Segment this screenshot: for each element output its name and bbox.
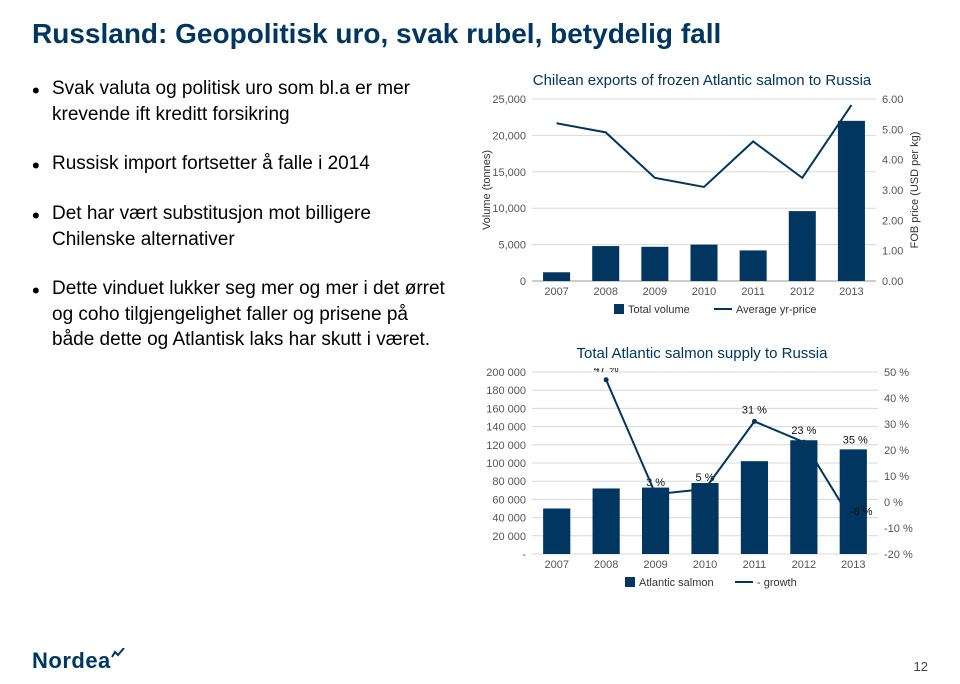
svg-text:2007: 2007 <box>544 286 568 298</box>
bullet-1: Russisk import fortsetter å falle i 2014 <box>32 151 448 177</box>
svg-text:200 000: 200 000 <box>486 368 526 379</box>
svg-text:2013: 2013 <box>839 286 863 298</box>
svg-text:FOB price (USD per kg): FOB price (USD per kg) <box>909 132 921 249</box>
svg-text:Atlantic salmon: Atlantic salmon <box>639 577 714 589</box>
svg-text:0.00: 0.00 <box>882 276 903 288</box>
svg-text:2008: 2008 <box>594 559 618 571</box>
bullet-2: Det har vært substitusjon mot billigere … <box>32 201 448 252</box>
svg-text:31 %: 31 % <box>742 404 767 416</box>
charts-column: Chilean exports of frozen Atlantic salmo… <box>476 72 928 618</box>
svg-text:140 000: 140 000 <box>486 422 526 434</box>
svg-text:60 000: 60 000 <box>492 494 526 506</box>
svg-text:2010: 2010 <box>693 559 717 571</box>
svg-text:47 %: 47 % <box>594 368 619 375</box>
bullet-3: Dette vinduet lukker seg mer og mer i de… <box>32 276 448 353</box>
svg-text:2011: 2011 <box>741 286 765 298</box>
nordea-logo: Nordea <box>32 648 125 674</box>
svg-text:30 %: 30 % <box>884 419 909 431</box>
svg-text:120 000: 120 000 <box>486 440 526 452</box>
svg-text:20,000: 20,000 <box>492 130 526 142</box>
svg-text:- growth: - growth <box>757 577 797 589</box>
svg-text:80 000: 80 000 <box>492 476 526 488</box>
svg-text:3.00: 3.00 <box>882 185 903 197</box>
svg-text:10,000: 10,000 <box>492 203 526 215</box>
svg-text:Average yr-price: Average yr-price <box>736 304 817 316</box>
svg-text:20 000: 20 000 <box>492 531 526 543</box>
chart1-svg: 0 5,000 10,000 15,000 20,000 25,000 0.00 1.00 2.… <box>476 95 928 325</box>
svg-text:-: - <box>522 549 526 561</box>
svg-text:Volume (tonnes): Volume (tonnes) <box>481 150 493 230</box>
chart-total-supply: Total Atlantic salmon supply to Russia -… <box>476 345 928 598</box>
chart2-svg: - 20 000 40 000 60 000 80 000 100 000 120 000 1… <box>476 368 928 598</box>
svg-text:2009: 2009 <box>643 286 667 298</box>
svg-text:1.00: 1.00 <box>882 246 903 258</box>
svg-text:40 %: 40 % <box>884 393 909 405</box>
svg-text:23 %: 23 % <box>791 425 816 437</box>
svg-text:2013: 2013 <box>841 559 865 571</box>
svg-text:2012: 2012 <box>792 559 816 571</box>
svg-text:160 000: 160 000 <box>486 403 526 415</box>
svg-text:15,000: 15,000 <box>492 167 526 179</box>
svg-text:5.00: 5.00 <box>882 124 903 136</box>
svg-text:0: 0 <box>520 276 526 288</box>
svg-text:100 000: 100 000 <box>486 458 526 470</box>
page-number: 12 <box>914 659 928 674</box>
svg-text:-10 %: -10 % <box>884 523 913 535</box>
svg-text:0 %: 0 % <box>884 497 903 509</box>
svg-text:25,000: 25,000 <box>492 95 526 106</box>
svg-text:6.00: 6.00 <box>882 95 903 106</box>
chart2-title: Total Atlantic salmon supply to Russia <box>476 345 928 362</box>
svg-text:10 %: 10 % <box>884 471 909 483</box>
svg-text:50 %: 50 % <box>884 368 909 379</box>
svg-text:2.00: 2.00 <box>882 215 903 227</box>
svg-text:Total volume: Total volume <box>628 304 690 316</box>
bullet-0: Svak valuta og politisk uro som bl.a er … <box>32 76 448 127</box>
svg-text:2010: 2010 <box>692 286 716 298</box>
svg-text:2012: 2012 <box>790 286 814 298</box>
svg-text:4.00: 4.00 <box>882 155 903 167</box>
chart-chilean-exports: Chilean exports of frozen Atlantic salmo… <box>476 72 928 325</box>
svg-text:2007: 2007 <box>544 559 568 571</box>
svg-text:35 %: 35 % <box>843 434 868 446</box>
chart1-title: Chilean exports of frozen Atlantic salmo… <box>476 72 928 89</box>
svg-text:2009: 2009 <box>643 559 667 571</box>
svg-text:2011: 2011 <box>743 559 767 571</box>
bullets-column: Svak valuta og politisk uro som bl.a er … <box>32 72 448 618</box>
svg-text:-8 %: -8 % <box>850 506 873 518</box>
slide-title: Russland: Geopolitisk uro, svak rubel, b… <box>32 18 928 50</box>
svg-text:20 %: 20 % <box>884 445 909 457</box>
svg-text:5,000: 5,000 <box>498 240 526 252</box>
svg-text:180 000: 180 000 <box>486 385 526 397</box>
svg-text:-20 %: -20 % <box>884 549 913 561</box>
svg-text:2008: 2008 <box>593 286 617 298</box>
svg-text:40 000: 40 000 <box>492 513 526 525</box>
